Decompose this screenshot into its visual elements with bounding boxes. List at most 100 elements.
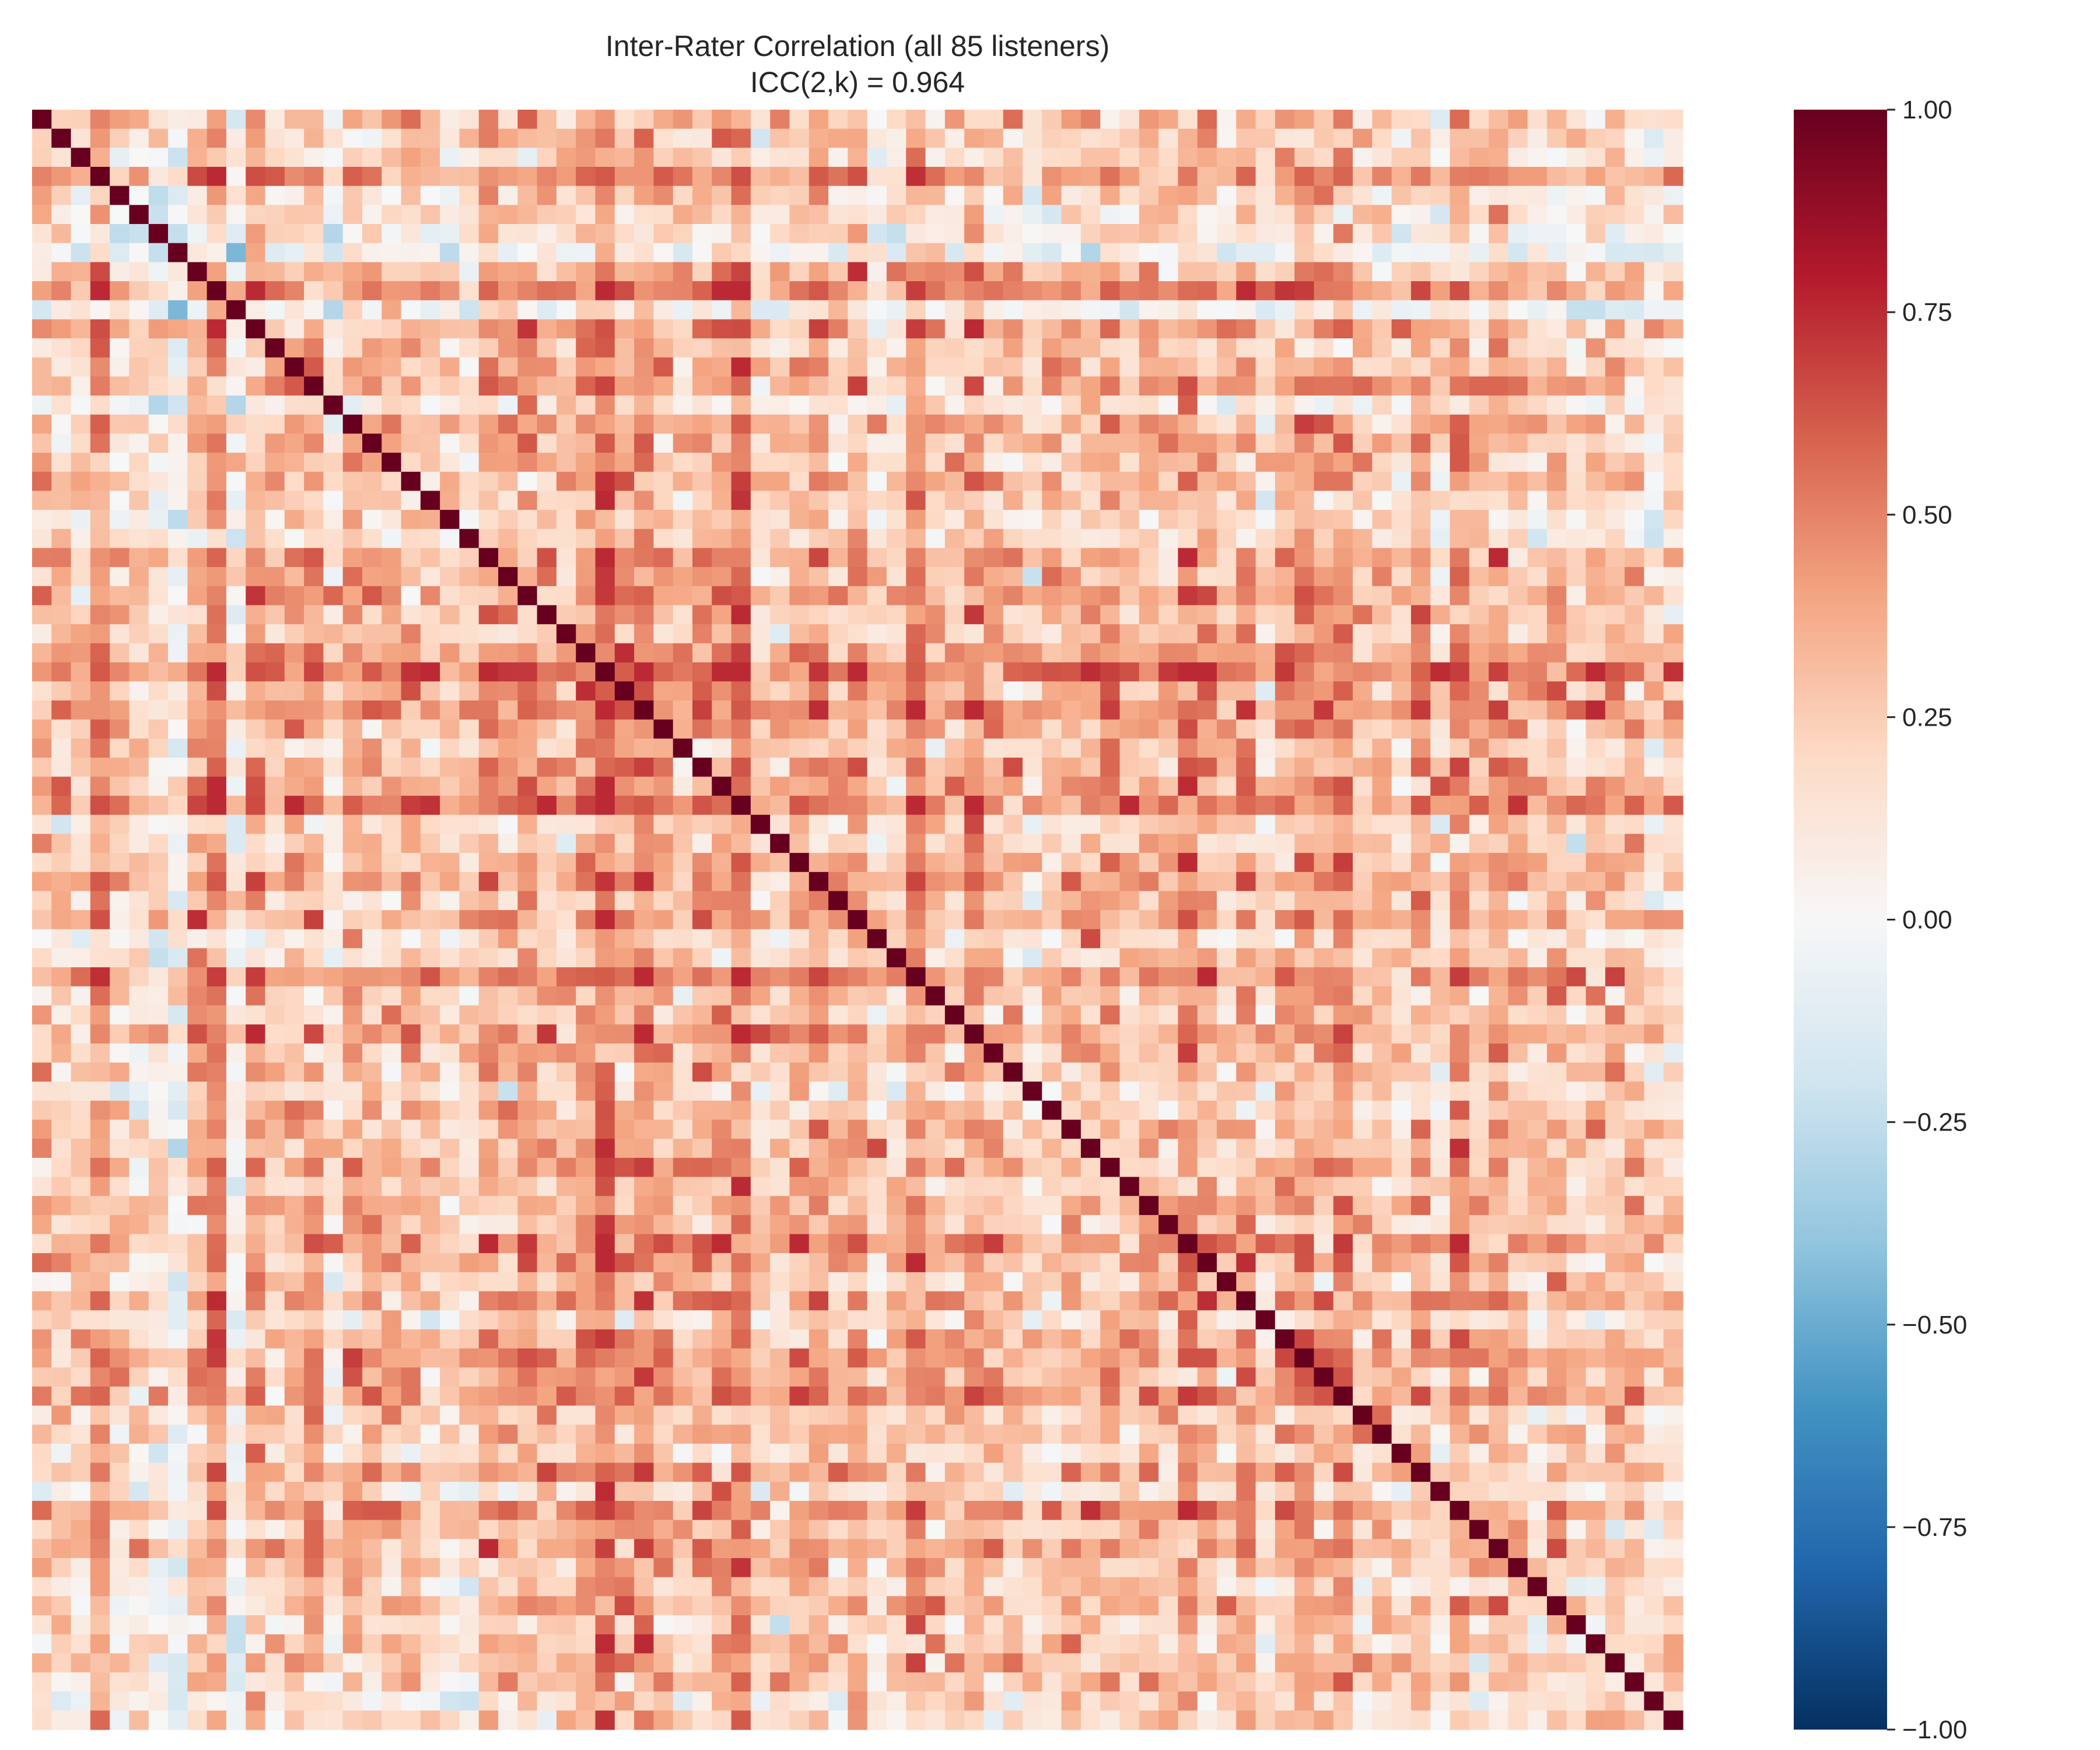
heatmap-cell: [401, 1139, 421, 1158]
heatmap-cell: [401, 433, 421, 453]
heatmap-cell: [420, 1043, 440, 1063]
heatmap-cell: [1100, 338, 1121, 358]
heatmap-cell: [1508, 757, 1528, 778]
heatmap-cell: [653, 128, 674, 148]
heatmap-cell: [362, 110, 382, 130]
heatmap-cell: [187, 1100, 208, 1121]
heatmap-cell: [342, 1214, 363, 1235]
heatmap-cell: [1003, 834, 1023, 853]
heatmap-cell: [1430, 1139, 1451, 1158]
heatmap-cell: [284, 357, 304, 377]
heatmap-cell: [828, 872, 848, 892]
heatmap-cell: [1450, 433, 1470, 453]
heatmap-cell: [1566, 357, 1587, 377]
heatmap-cell: [459, 700, 480, 720]
heatmap-cell: [1644, 605, 1664, 625]
heatmap-cell: [168, 814, 188, 835]
heatmap-cell: [964, 929, 985, 949]
heatmap-cell: [1546, 796, 1567, 816]
heatmap-cell: [401, 128, 421, 148]
heatmap-cell: [1625, 948, 1645, 968]
heatmap-cell: [653, 433, 674, 453]
heatmap-cell: [556, 719, 576, 739]
heatmap-cell: [1216, 186, 1237, 205]
heatmap-cell: [1216, 262, 1237, 282]
heatmap-cell: [51, 262, 72, 282]
heatmap-cell: [51, 643, 72, 663]
heatmap-cell: [1586, 1082, 1606, 1101]
heatmap-cell: [1372, 700, 1392, 720]
heatmap-cell: [1566, 757, 1587, 778]
heatmap-cell: [168, 205, 188, 225]
heatmap-cell: [1275, 548, 1295, 568]
heatmap-cell: [1644, 1139, 1664, 1158]
heatmap-cell: [848, 186, 868, 205]
heatmap-cell: [789, 1100, 810, 1121]
heatmap-cell: [770, 548, 790, 568]
heatmap-cell: [517, 453, 538, 473]
heatmap-cell: [1546, 167, 1567, 187]
heatmap-cell: [1625, 1043, 1645, 1063]
heatmap-cell: [1216, 471, 1237, 492]
heatmap-cell: [110, 1119, 130, 1139]
heatmap-cell: [925, 376, 946, 396]
heatmap-cell: [440, 471, 460, 492]
heatmap-cell: [1042, 738, 1062, 758]
heatmap-cell: [789, 929, 810, 949]
heatmap-cell: [323, 605, 344, 625]
heatmap-cell: [964, 910, 985, 930]
heatmap-cell: [1586, 624, 1606, 644]
heatmap-cell: [382, 1139, 402, 1158]
heatmap-cell: [168, 414, 188, 434]
heatmap-cell: [886, 1062, 907, 1082]
heatmap-cell: [265, 719, 285, 739]
heatmap-cell: [614, 929, 635, 949]
heatmap-cell: [848, 1157, 868, 1178]
heatmap-cell: [1489, 586, 1508, 606]
heatmap-cell: [71, 719, 91, 739]
heatmap-cell: [944, 681, 965, 701]
heatmap-cell: [32, 605, 52, 625]
heatmap-cell: [32, 643, 52, 663]
heatmap-cell: [226, 243, 246, 262]
heatmap-cell: [1255, 681, 1276, 701]
heatmap-cell: [1236, 834, 1256, 853]
heatmap-cell: [925, 433, 946, 453]
heatmap-cell: [478, 624, 499, 644]
heatmap-cell: [1042, 624, 1062, 644]
heatmap-cell: [1527, 948, 1548, 968]
heatmap-cell: [71, 414, 91, 434]
heatmap-cell: [1275, 224, 1295, 244]
heatmap-cell: [828, 1177, 848, 1196]
heatmap-cell: [1566, 891, 1587, 911]
heatmap-cell: [634, 738, 654, 758]
heatmap-cell: [1450, 814, 1470, 835]
heatmap-cell: [1508, 1062, 1528, 1082]
heatmap-cell: [673, 757, 693, 778]
heatmap-cell: [828, 757, 848, 778]
heatmap-cell: [90, 1024, 110, 1044]
heatmap-cell: [1430, 662, 1451, 682]
heatmap-cell: [906, 433, 926, 453]
heatmap-cell: [1508, 1157, 1528, 1178]
heatmap-cell: [362, 128, 382, 148]
heatmap-cell: [362, 948, 382, 968]
heatmap-cell: [1469, 891, 1489, 911]
heatmap-cell: [246, 776, 266, 796]
heatmap-cell: [1527, 967, 1548, 987]
heatmap-cell: [984, 491, 1004, 510]
heatmap-cell: [110, 853, 130, 873]
heatmap-cell: [808, 262, 829, 282]
heatmap-cell: [692, 910, 712, 930]
heatmap-cell: [1546, 738, 1567, 758]
heatmap-cell: [110, 167, 130, 187]
heatmap-cell: [576, 776, 596, 796]
heatmap-cell: [1489, 243, 1508, 262]
heatmap-cell: [1197, 528, 1217, 549]
heatmap-cell: [32, 471, 52, 492]
heatmap-cell: [1023, 586, 1042, 606]
heatmap-cell: [789, 186, 810, 205]
heatmap-cell: [770, 681, 790, 701]
heatmap-cell: [90, 471, 110, 492]
heatmap-cell: [1546, 681, 1567, 701]
